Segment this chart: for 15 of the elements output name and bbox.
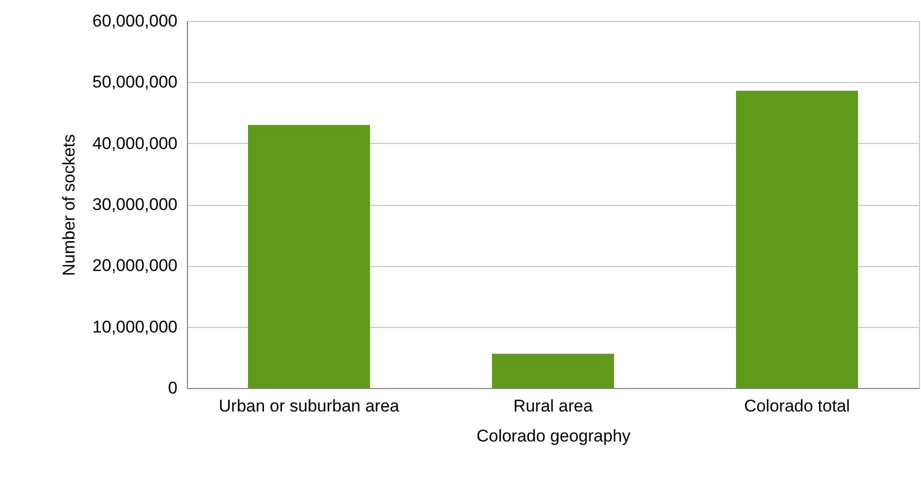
y-tick-label: 60,000,000 (92, 12, 178, 30)
y-tick-label: 10,000,000 (92, 317, 178, 336)
y-tick-label: 0 (168, 378, 178, 398)
y-axis-title: Number of sockets (59, 134, 78, 276)
x-axis-title: Colorado geography (476, 426, 632, 446)
y-tick-label: 20,000,000 (92, 256, 178, 276)
x-tick-label: Colorado total (744, 396, 850, 416)
bar (492, 354, 614, 388)
bar (736, 90, 858, 388)
y-tick-label: 50,000,000 (92, 72, 178, 92)
x-tick-label: Urban or suburban area (218, 396, 400, 416)
y-tick-label: 30,000,000 (92, 195, 178, 214)
x-tick-label: Rural area (513, 396, 594, 416)
bar (248, 124, 370, 388)
y-tick-label: 40,000,000 (92, 134, 178, 153)
